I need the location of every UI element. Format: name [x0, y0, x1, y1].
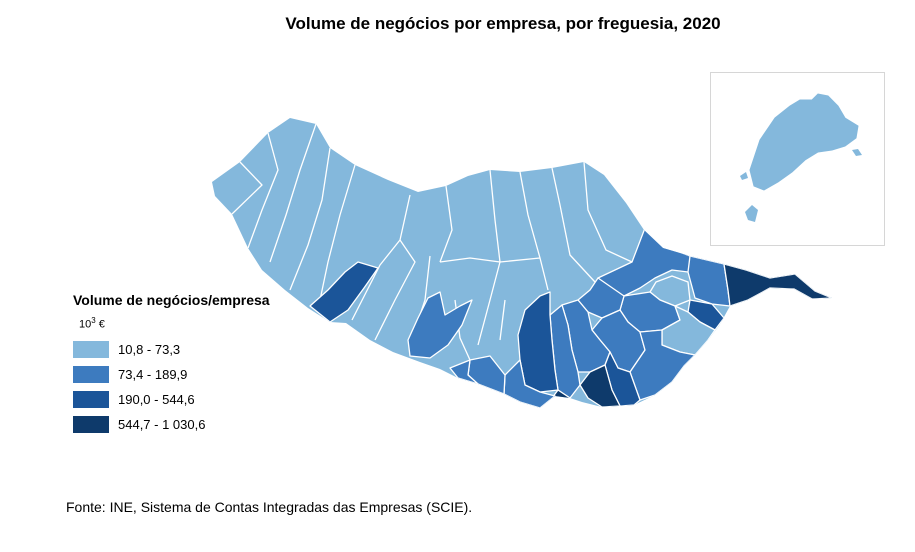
parish-dark-south-2 [517, 291, 559, 393]
legend-label: 10,8 - 73,3 [118, 341, 181, 357]
legend-label: 544,7 - 1 030,6 [118, 416, 206, 432]
parish-border [247, 132, 279, 249]
legend-swatch [73, 365, 109, 383]
legend-item: 10,8 - 73,3 [73, 337, 270, 362]
legend: Volume de negócios/empresa 103 € 10,8 - … [73, 292, 270, 437]
parish-mid-east-4 [577, 277, 625, 319]
parish-mid-south-5 [449, 359, 479, 385]
parish-mid-southeast [629, 329, 696, 401]
parish-border [519, 171, 549, 291]
parish-border [583, 161, 633, 263]
parish-darkest-east-tip [723, 263, 832, 307]
legend-title: Volume de negócios/empresa [73, 292, 270, 308]
parish-border [319, 164, 356, 301]
source-note: Fonte: INE, Sistema de Contas Integradas… [66, 499, 473, 515]
legend-item: 73,4 - 189,9 [73, 362, 270, 387]
parish-border [499, 299, 506, 341]
legend-swatch [73, 415, 109, 433]
legend-swatch [73, 340, 109, 358]
porto-santo-inset [740, 93, 862, 222]
parish-dark-west [309, 261, 379, 323]
parish-border [351, 194, 411, 321]
legend-label: 190,0 - 544,6 [118, 391, 195, 407]
parish-border [289, 147, 331, 291]
parish-border [551, 167, 596, 283]
legend-item: 190,0 - 544,6 [73, 387, 270, 412]
legend-unit: 103 € [79, 316, 105, 331]
parish-mid-southwest [407, 291, 473, 359]
legend-item: 544,7 - 1 030,6 [73, 412, 270, 437]
parish-border [231, 161, 263, 215]
parish-border [374, 239, 416, 341]
legend-swatch [73, 390, 109, 408]
legend-label: 73,4 - 189,9 [118, 366, 188, 382]
map-title: Volume de negócios por empresa, por freg… [285, 14, 721, 33]
parish-border [439, 257, 541, 263]
inset-frame [710, 72, 885, 246]
parish-border [269, 123, 317, 263]
parish-border [439, 185, 453, 263]
